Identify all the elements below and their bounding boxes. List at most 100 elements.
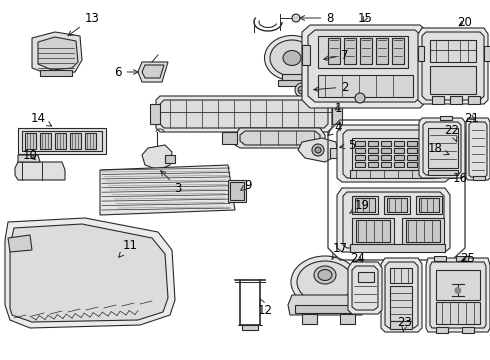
Bar [344,38,356,64]
Bar [318,75,413,97]
Ellipse shape [297,261,353,303]
Bar [418,46,424,61]
Polygon shape [10,224,168,322]
Bar [394,148,404,153]
Bar [242,325,258,330]
Polygon shape [308,30,422,102]
Bar [473,176,485,180]
Bar [355,155,365,160]
Bar [394,141,404,146]
Bar [407,141,417,146]
Polygon shape [385,262,418,328]
Text: 18: 18 [428,141,449,155]
Polygon shape [288,295,362,315]
Text: 14: 14 [30,112,51,126]
Bar [278,80,306,86]
Bar [390,286,412,321]
Polygon shape [235,128,325,148]
Bar [230,182,244,200]
Text: 11: 11 [119,239,138,257]
Bar [352,196,378,214]
Ellipse shape [314,266,336,284]
Bar [406,220,440,242]
Text: 2: 2 [314,81,349,94]
Text: 6: 6 [114,66,138,78]
Bar [355,162,365,167]
Polygon shape [32,32,82,75]
Ellipse shape [283,50,301,66]
Polygon shape [8,235,32,252]
Bar [352,138,432,170]
Bar [390,321,412,329]
Bar [381,155,391,160]
Bar [420,141,430,146]
Polygon shape [381,258,422,332]
Polygon shape [302,25,428,108]
Text: 17: 17 [332,242,347,260]
Text: 19: 19 [349,198,369,213]
Polygon shape [430,262,486,328]
Polygon shape [348,262,382,314]
Bar [350,244,445,252]
Bar [350,170,435,178]
Bar [394,162,404,167]
Bar [355,141,365,146]
Bar [420,155,430,160]
Bar [420,148,430,153]
Bar [150,104,160,124]
Circle shape [315,147,321,153]
Bar [394,155,404,160]
Ellipse shape [291,256,359,308]
Bar [85,133,96,149]
Bar [462,327,474,333]
Bar [70,133,81,149]
Bar [434,256,446,261]
Text: 1: 1 [334,102,342,114]
Polygon shape [352,266,378,310]
Polygon shape [418,28,488,104]
Circle shape [292,14,300,22]
Polygon shape [18,155,40,162]
Polygon shape [100,165,235,215]
Bar [392,38,404,64]
Polygon shape [156,96,332,132]
Polygon shape [422,32,484,100]
Polygon shape [343,130,444,178]
Bar [332,104,342,124]
Polygon shape [423,122,461,175]
Bar [228,180,246,202]
Bar [381,141,391,146]
Bar [356,220,390,242]
Bar [420,45,428,65]
Bar [450,96,462,104]
Bar [407,148,417,153]
Bar [302,314,317,324]
Bar [368,148,378,153]
Bar [40,133,51,149]
Ellipse shape [265,36,319,81]
Polygon shape [15,162,65,180]
Text: 21: 21 [465,112,480,125]
Bar [402,218,444,244]
Bar [436,327,448,333]
Polygon shape [5,218,175,328]
Bar [320,54,330,66]
Bar [340,314,355,324]
Polygon shape [426,258,490,332]
Polygon shape [298,138,338,162]
Text: 16: 16 [452,171,467,185]
Bar [165,155,175,163]
Bar [352,218,394,244]
Bar [436,270,480,300]
Bar [440,116,452,120]
Text: 8: 8 [300,12,334,24]
Bar [355,198,375,212]
Bar [436,302,480,324]
Bar [55,133,66,149]
Polygon shape [38,37,78,70]
Bar [416,196,442,214]
Text: 9: 9 [241,179,252,192]
Text: 12: 12 [258,298,272,316]
Polygon shape [419,118,465,178]
Bar [328,38,340,64]
